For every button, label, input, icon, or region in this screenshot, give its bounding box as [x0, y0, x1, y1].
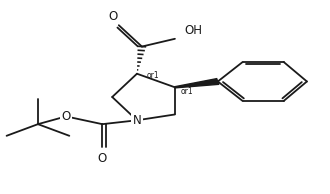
- Text: OH: OH: [185, 24, 203, 37]
- Text: O: O: [61, 110, 71, 123]
- Text: or1: or1: [147, 71, 159, 80]
- Text: or1: or1: [181, 87, 193, 96]
- Polygon shape: [175, 79, 219, 88]
- Text: O: O: [98, 152, 107, 165]
- Text: O: O: [108, 10, 117, 23]
- Text: N: N: [133, 114, 141, 127]
